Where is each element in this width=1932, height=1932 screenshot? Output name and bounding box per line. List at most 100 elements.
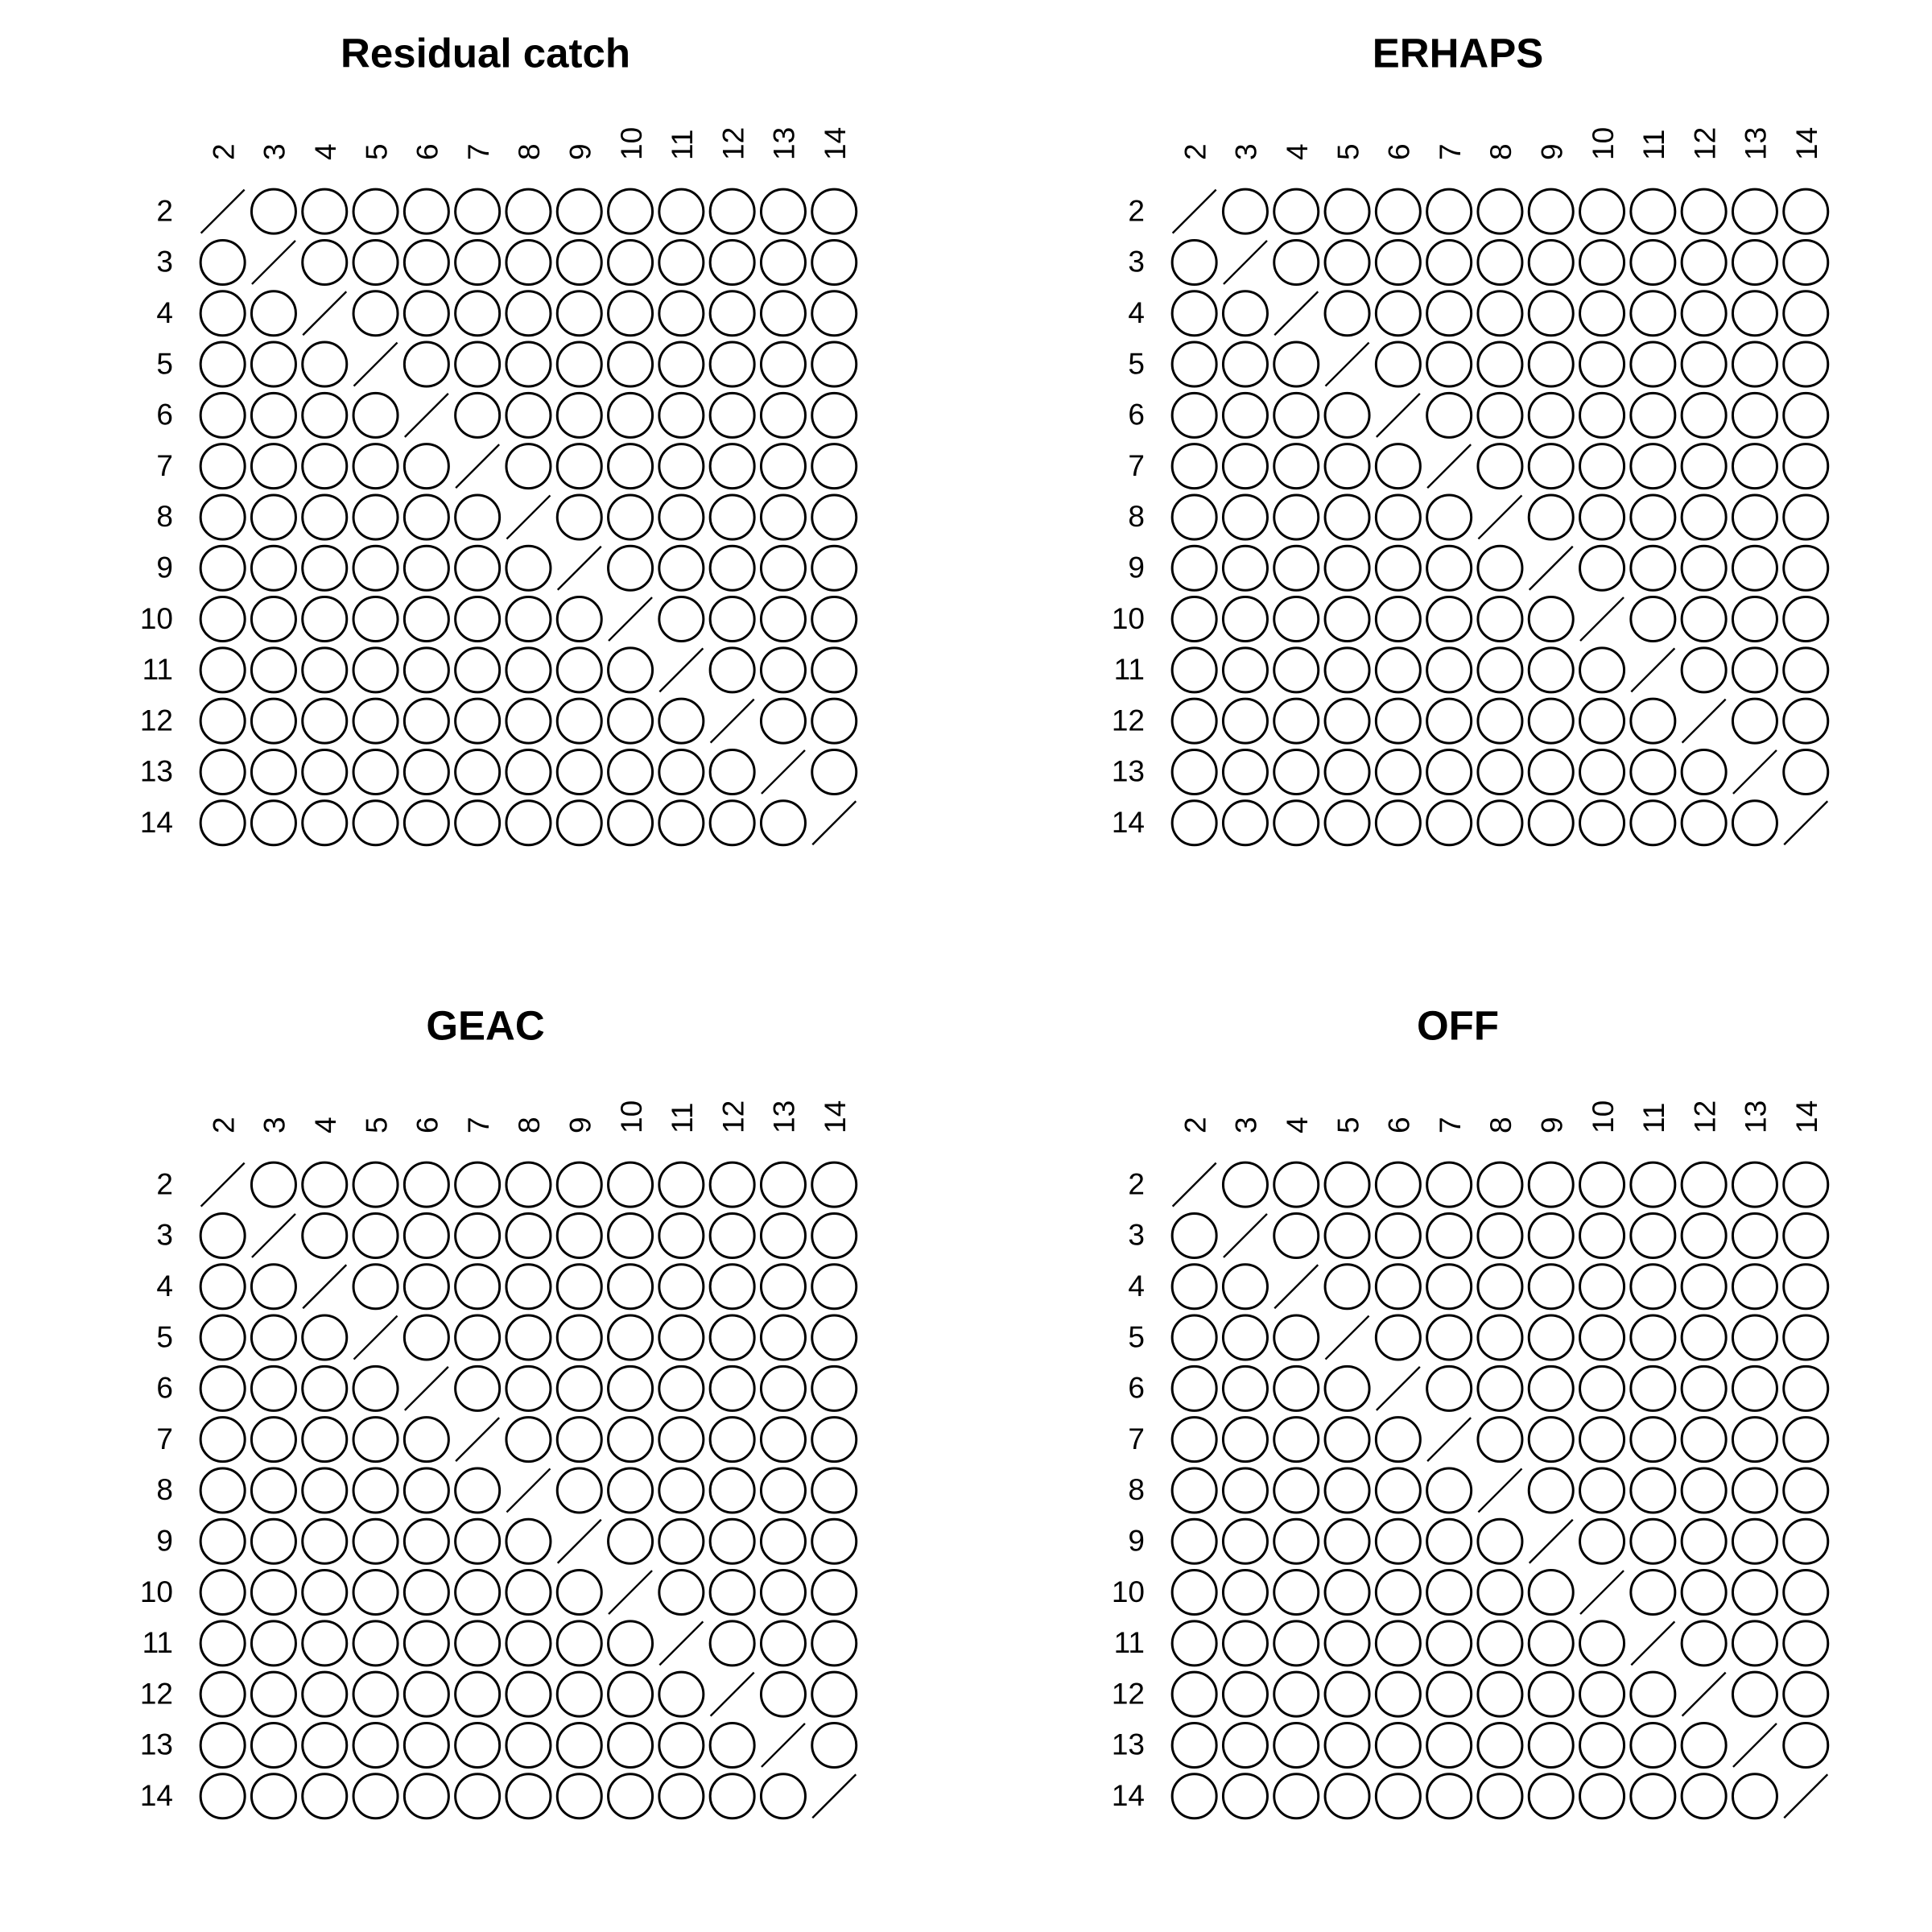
correlation-circle (301, 1416, 349, 1463)
correlation-circle (352, 1467, 399, 1514)
correlation-circle (658, 748, 705, 795)
correlation-circle (607, 1773, 654, 1820)
diagonal-slash-mark (1579, 1570, 1624, 1615)
row-tick-label: 5 (156, 1320, 173, 1353)
correlation-circle (199, 1620, 246, 1667)
correlation-circle (1579, 697, 1626, 745)
row-tick-label: 5 (1128, 1320, 1145, 1353)
correlation-circle (199, 1364, 246, 1412)
correlation-circle (1374, 1161, 1422, 1208)
correlation-circle (1374, 1721, 1422, 1769)
correlation-circle (811, 596, 858, 643)
diagonal-slash-mark (1681, 698, 1727, 744)
row-tick-label: 9 (1128, 551, 1145, 584)
row-tick-label: 13 (140, 1728, 173, 1761)
correlation-circle (505, 1416, 552, 1463)
row-tick-label: 14 (140, 806, 173, 839)
correlation-circle (759, 391, 807, 439)
correlation-circle (250, 646, 297, 694)
correlation-circle (1680, 799, 1728, 847)
correlation-circle (1476, 1620, 1524, 1667)
column-tick-label: 14 (1790, 1100, 1823, 1133)
row-tick-label: 11 (1114, 1626, 1145, 1659)
correlation-circle (505, 188, 552, 235)
correlation-circle (1527, 493, 1575, 541)
correlation-circle (402, 290, 450, 337)
diagonal-slash-mark (1528, 1518, 1574, 1564)
row-tick-label: 8 (156, 500, 173, 533)
correlation-circle (1221, 1569, 1269, 1616)
column-tick-label: 5 (1331, 1117, 1364, 1133)
correlation-circle (1374, 1569, 1422, 1616)
correlation-circle (1476, 1364, 1524, 1412)
correlation-circle (1476, 1416, 1524, 1463)
correlation-circle (250, 1161, 297, 1208)
correlation-circle (1527, 1263, 1575, 1311)
correlation-circle (352, 1569, 399, 1616)
correlation-circle (1426, 748, 1473, 795)
correlation-circle (811, 1517, 858, 1565)
correlation-circle (708, 188, 756, 235)
correlation-circle (199, 1773, 246, 1820)
correlation-circle (1579, 1314, 1626, 1361)
correlation-circle (402, 799, 450, 847)
correlation-circle (1680, 646, 1728, 694)
correlation-circle (199, 1670, 246, 1718)
correlation-circle (1680, 1364, 1728, 1412)
row-tick-label: 4 (156, 1269, 173, 1302)
correlation-circle (1629, 1467, 1677, 1514)
diagonal-slash-mark (1376, 393, 1421, 438)
correlation-circle (1374, 290, 1422, 337)
correlation-circle (759, 1364, 807, 1412)
correlation-circle (811, 748, 858, 795)
diagonal-slash-mark (404, 393, 449, 438)
correlation-circle (352, 748, 399, 795)
correlation-circle (1629, 1517, 1677, 1565)
diagonal-slash-mark (556, 1518, 602, 1564)
correlation-circle (1170, 544, 1218, 592)
correlation-circle (352, 544, 399, 592)
correlation-circle (1476, 1773, 1524, 1820)
correlation-circle (658, 188, 705, 235)
correlation-circle (555, 443, 603, 490)
correlation-circle (1579, 493, 1626, 541)
correlation-circle (1170, 646, 1218, 694)
correlation-circle (811, 1263, 858, 1311)
correlation-circle (1273, 1416, 1320, 1463)
correlation-circle (1629, 188, 1677, 235)
correlation-circle (301, 443, 349, 490)
correlation-circle (1273, 1161, 1320, 1208)
correlation-circle (555, 188, 603, 235)
panel-title: OFF (1417, 1002, 1499, 1048)
row-tick-label: 8 (1128, 1473, 1145, 1506)
correlation-circle (1527, 443, 1575, 490)
correlation-circle (1374, 1467, 1422, 1514)
column-tick-label: 6 (1383, 143, 1416, 160)
correlation-circle (1170, 799, 1218, 847)
column-tick-label: 12 (716, 1100, 749, 1133)
correlation-circle (505, 1670, 552, 1718)
correlation-circle (505, 238, 552, 286)
correlation-circle (1273, 391, 1320, 439)
correlation-circle (759, 544, 807, 592)
column-tick-label: 13 (768, 127, 801, 160)
correlation-circle (402, 1569, 450, 1616)
correlation-circle (1782, 443, 1830, 490)
correlation-circle (759, 1773, 807, 1820)
correlation-circle (505, 1620, 552, 1667)
correlation-circle (1426, 544, 1473, 592)
correlation-circle (402, 544, 450, 592)
correlation-circle (1731, 443, 1778, 490)
correlation-circle (250, 1314, 297, 1361)
correlation-circle (1273, 544, 1320, 592)
correlation-circle (1731, 646, 1778, 694)
correlation-circle (759, 1517, 807, 1565)
correlation-circle (1629, 697, 1677, 745)
correlation-circle (301, 238, 349, 286)
correlation-circle (811, 1212, 858, 1259)
correlation-circle (301, 1773, 349, 1820)
correlation-circle (1323, 697, 1371, 745)
correlation-circle (402, 748, 450, 795)
column-tick-label: 10 (1587, 1100, 1620, 1133)
correlation-circle (1731, 341, 1778, 388)
